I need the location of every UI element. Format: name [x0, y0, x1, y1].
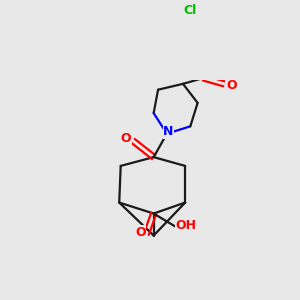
Text: Cl: Cl	[183, 4, 196, 16]
Text: N: N	[163, 125, 173, 138]
Text: O: O	[226, 79, 237, 92]
Text: OH: OH	[176, 219, 197, 232]
Text: O: O	[135, 226, 146, 239]
Text: O: O	[121, 132, 131, 145]
